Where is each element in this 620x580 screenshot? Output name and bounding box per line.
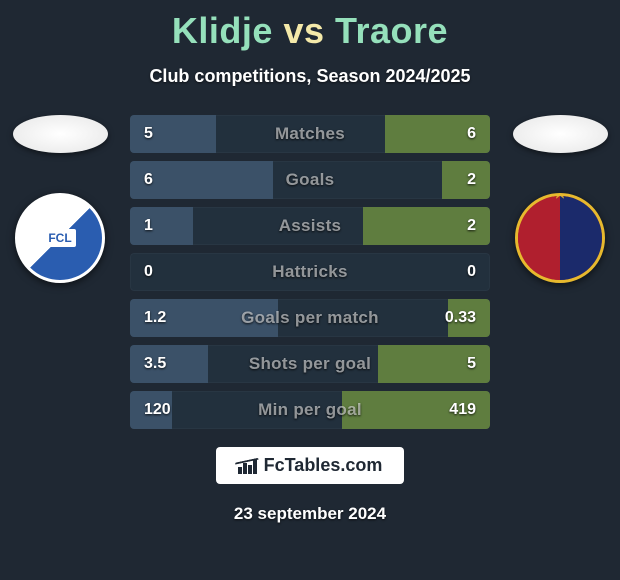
brand-box: FcTables.com xyxy=(216,447,405,484)
left-side: FCL xyxy=(0,115,120,283)
stat-value-left: 0 xyxy=(130,263,190,281)
stat-row: 5Matches6 xyxy=(130,115,490,153)
stat-row: 0Hattricks0 xyxy=(130,253,490,291)
stat-value-right: 6 xyxy=(430,125,490,143)
stat-row: 120Min per goal419 xyxy=(130,391,490,429)
stat-label: Assists xyxy=(190,216,430,236)
stats-table: 5Matches66Goals21Assists20Hattricks01.2G… xyxy=(120,115,500,429)
stat-value-left: 1 xyxy=(130,217,190,235)
stat-value-right: 0 xyxy=(430,263,490,281)
club-abbrev-left: FCL xyxy=(44,229,75,247)
stat-label: Matches xyxy=(190,124,430,144)
club-badge-right xyxy=(515,193,605,283)
stat-label: Goals per match xyxy=(190,308,430,328)
brand-chart-icon xyxy=(238,458,258,474)
stat-row: 1Assists2 xyxy=(130,207,490,245)
page-title: Klidje vs Traore xyxy=(0,10,620,52)
content: FCL 5Matches66Goals21Assists20Hattricks0… xyxy=(0,115,620,429)
stat-value-right: 419 xyxy=(430,401,490,419)
club-badge-left: FCL xyxy=(15,193,105,283)
stat-value-right: 2 xyxy=(430,171,490,189)
footer: FcTables.com 23 september 2024 xyxy=(0,447,620,524)
subtitle: Club competitions, Season 2024/2025 xyxy=(0,66,620,87)
stat-label: Hattricks xyxy=(190,262,430,282)
player1-name: Klidje xyxy=(172,10,273,51)
stat-row: 6Goals2 xyxy=(130,161,490,199)
stat-row: 1.2Goals per match0.33 xyxy=(130,299,490,337)
player2-photo-placeholder xyxy=(513,115,608,153)
player2-name: Traore xyxy=(335,10,448,51)
stat-value-left: 3.5 xyxy=(130,355,190,373)
stat-value-left: 6 xyxy=(130,171,190,189)
brand-text: FcTables.com xyxy=(264,455,383,476)
vs-text: vs xyxy=(283,10,324,51)
stat-value-left: 5 xyxy=(130,125,190,143)
date-text: 23 september 2024 xyxy=(0,504,620,524)
stat-label: Goals xyxy=(190,170,430,190)
stat-value-right: 0.33 xyxy=(430,309,490,327)
stat-value-right: 2 xyxy=(430,217,490,235)
header: Klidje vs Traore Club competitions, Seas… xyxy=(0,0,620,87)
right-side xyxy=(500,115,620,283)
stat-label: Min per goal xyxy=(190,400,430,420)
stat-value-right: 5 xyxy=(430,355,490,373)
stat-row: 3.5Shots per goal5 xyxy=(130,345,490,383)
player1-photo-placeholder xyxy=(13,115,108,153)
stat-value-left: 120 xyxy=(130,401,190,419)
stat-value-left: 1.2 xyxy=(130,309,190,327)
stat-label: Shots per goal xyxy=(190,354,430,374)
